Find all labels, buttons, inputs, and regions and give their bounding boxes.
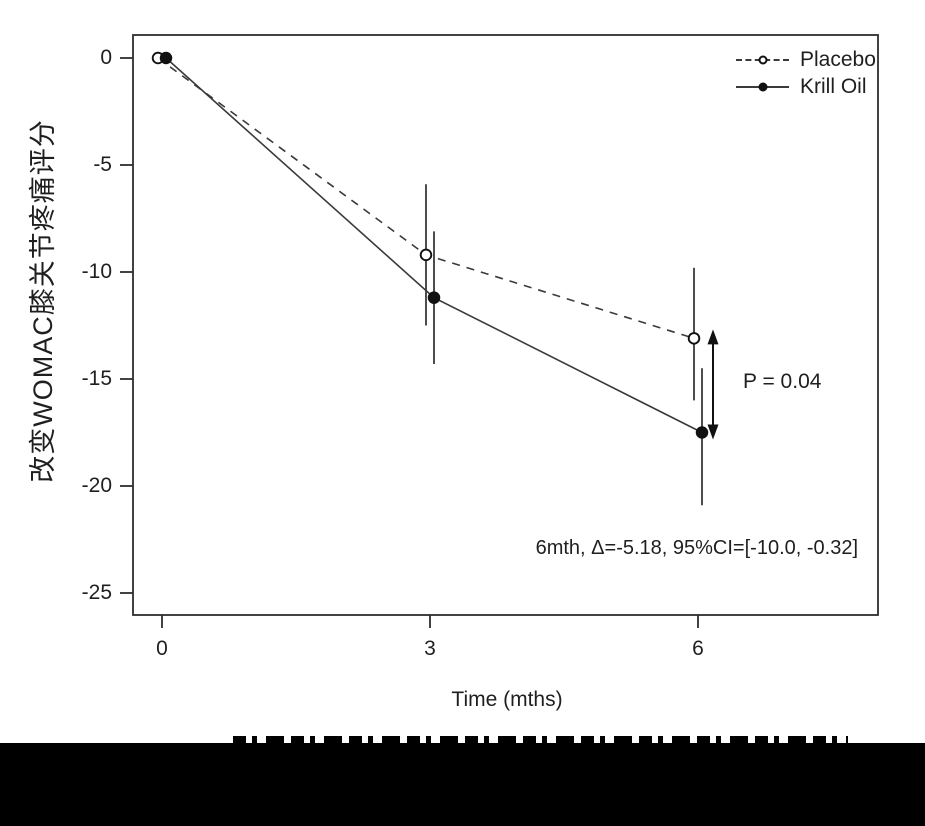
x-tick-label-3: 3 [424,637,436,660]
legend-label-krill-oil: Krill Oil [800,74,867,98]
y-tick-label-m25: -25 [81,581,112,604]
x-axis-title: Time (mths) [451,688,563,711]
y-tick-label-m10: -10 [81,260,112,283]
y-tick-label-0: 0 [100,46,112,69]
krill-oil-line-sample-icon [736,81,789,93]
effect-size-annotation: 6mth, Δ=-5.18, 95%CI=[-10.0, -0.32] [535,537,858,559]
y-tick-label-m20: -20 [81,474,112,497]
p-value-annotation: P = 0.04 [743,370,822,393]
chart-canvas [120,34,879,628]
legend-item-krill-oil: Krill Oil [736,73,876,100]
redacted-caption-text-remnant [233,736,848,743]
y-tick-label-m5: -5 [93,153,112,176]
legend-label-placebo: Placebo [800,47,876,71]
redacted-caption-bar [0,743,925,826]
legend-item-placebo: Placebo [736,46,876,73]
y-tick-label-m15: -15 [81,367,112,390]
x-tick-label-0: 0 [156,637,168,660]
x-tick-label-6: 6 [692,637,704,660]
legend: Placebo Krill Oil [736,46,876,100]
y-axis-title: 改变WOMAC膝关节疼痛评分 [28,119,58,483]
placebo-line-sample-icon [736,54,789,66]
